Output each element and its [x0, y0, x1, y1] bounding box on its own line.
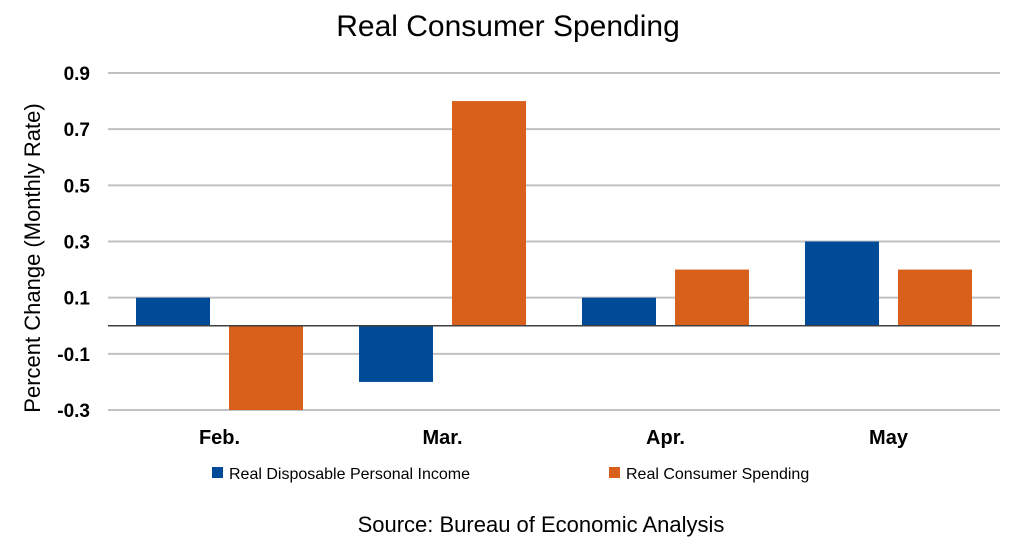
y-tick-label: -0.3	[57, 401, 90, 422]
x-axis-ticks: Feb. Mar. Apr. May	[199, 427, 909, 449]
y-tick-label: 0.7	[64, 120, 90, 141]
chart-title: Real Consumer Spending	[336, 10, 680, 43]
bar-spending	[898, 269, 972, 326]
source-note: Source: Bureau of Economic Analysis	[358, 512, 725, 537]
bar-income	[359, 325, 433, 382]
legend-swatch	[609, 467, 620, 478]
y-axis-label: Percent Change (Monthly Rate)	[20, 103, 45, 412]
x-tick-label: Feb.	[199, 427, 240, 449]
x-tick-label: Mar.	[422, 427, 462, 449]
y-tick-label: -0.1	[57, 345, 90, 366]
legend-swatch	[212, 467, 223, 478]
legend-label: Real Consumer Spending	[626, 466, 809, 483]
bar-spending	[675, 269, 749, 326]
x-tick-label: May	[869, 427, 909, 449]
bar-income	[805, 241, 879, 326]
legend: Real Disposable Personal Income Real Cons…	[212, 466, 809, 483]
bar-income	[136, 297, 210, 326]
y-tick-label: 0.3	[64, 233, 90, 254]
y-tick-label: 0.9	[64, 64, 90, 85]
y-tick-label: 0.5	[64, 176, 91, 197]
bar-income	[582, 297, 656, 326]
y-axis-ticks: 0.9 0.7 0.5 0.3 0.1 -0.1 -0.3	[57, 64, 90, 422]
y-tick-label: 0.1	[64, 289, 91, 310]
bar-spending	[452, 101, 526, 326]
x-tick-label: Apr.	[646, 427, 685, 449]
bars	[136, 101, 972, 410]
legend-label: Real Disposable Personal Income	[229, 466, 470, 483]
bar-spending	[229, 325, 303, 410]
